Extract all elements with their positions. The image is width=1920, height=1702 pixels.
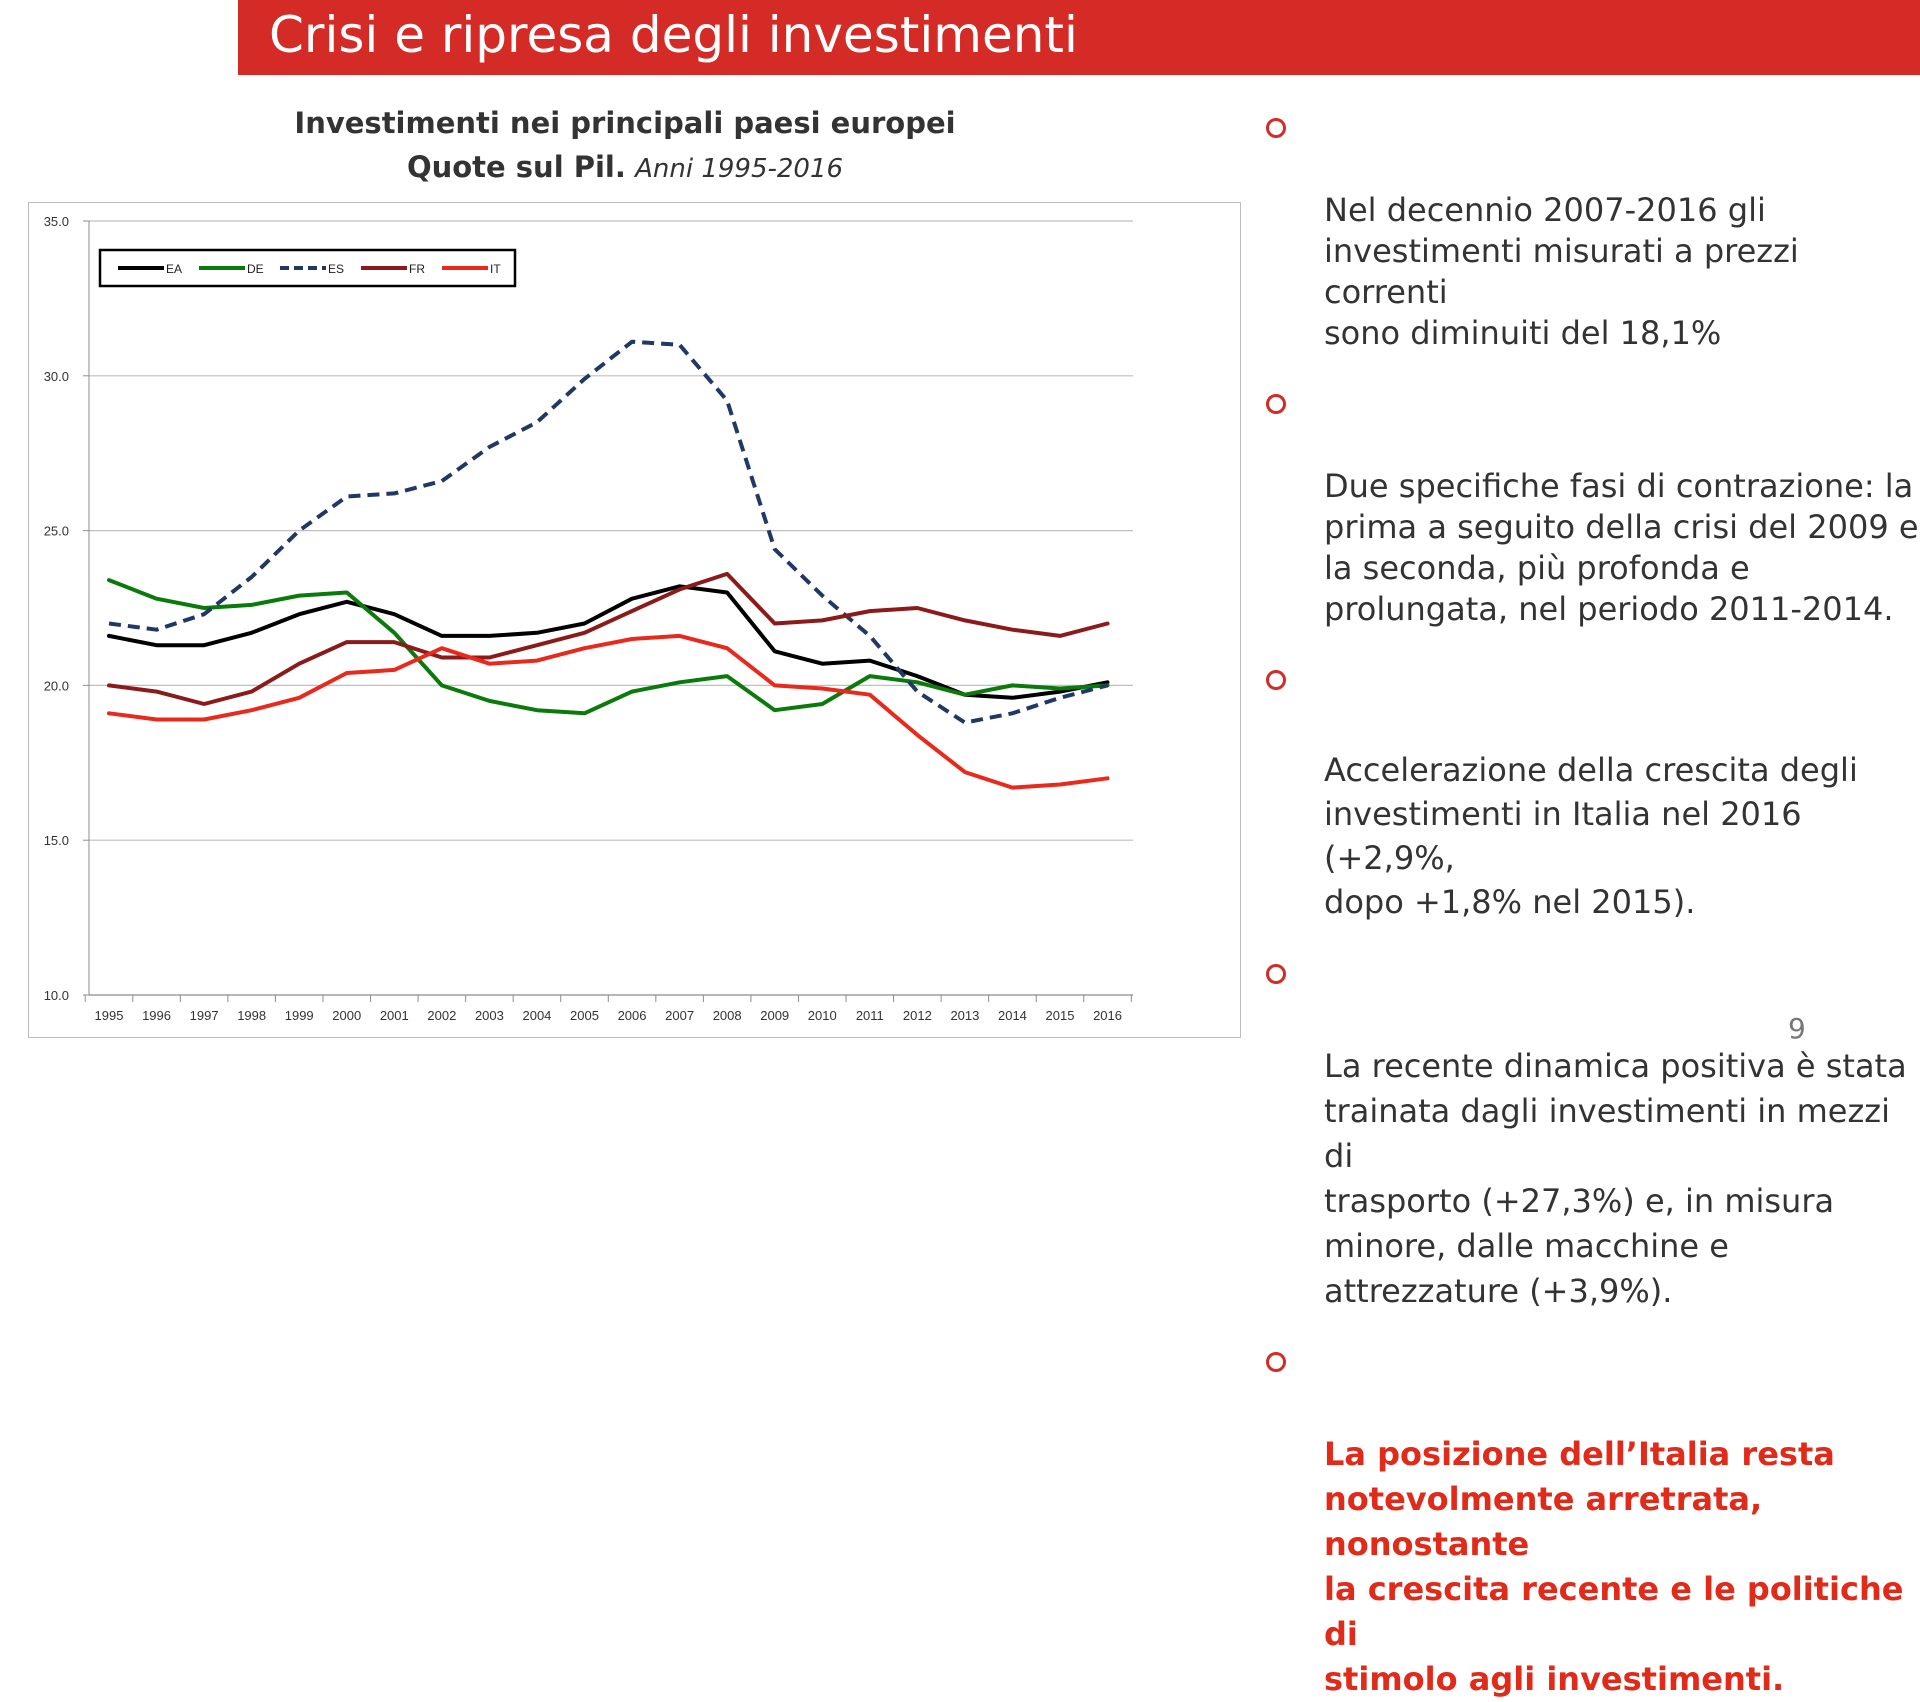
bullet-text: Accelerazione della crescita degli inves…: [1324, 751, 1858, 921]
bullet-item: La recente dinamica positiva è stata tra…: [1266, 954, 1920, 1314]
bullet-ring-icon: [1266, 964, 1286, 984]
bullet-item-highlight: La posizione dell’Italia resta notevolme…: [1266, 1342, 1920, 1702]
bullet-text: Due specifiche fasi di contrazione: la p…: [1324, 467, 1919, 628]
bullet-item: Nel decennio 2007-2016 gli investimenti …: [1266, 108, 1920, 354]
bullet-ring-icon: [1266, 118, 1286, 138]
chart-heading-line2: Quote sul Pil. Anni 1995-2016: [20, 150, 1230, 184]
chart-heading-bold: Quote sul Pil.: [406, 150, 626, 184]
bullet-text-highlight: La posizione dell’Italia resta notevolme…: [1324, 1435, 1904, 1698]
page-number: 9: [1788, 1012, 1806, 1045]
bullet-text: La recente dinamica positiva è stata tra…: [1324, 1047, 1907, 1310]
bullet-list: Nel decennio 2007-2016 gli investimenti …: [1266, 108, 1920, 1702]
chart-frame: [28, 202, 1241, 1038]
bullet-ring-icon: [1266, 670, 1286, 690]
bullet-ring-icon: [1266, 1352, 1286, 1372]
bullet-item: Due specifiche fasi di contrazione: la p…: [1266, 384, 1920, 630]
chart-heading-line1: Investimenti nei principali paesi europe…: [294, 106, 956, 140]
bullet-ring-icon: [1266, 394, 1286, 414]
chart-heading-italic: Anni 1995-2016: [635, 154, 844, 184]
bullet-item: Accelerazione della crescita degli inves…: [1266, 660, 1920, 924]
slide-title: Crisi e ripresa degli investimenti: [269, 6, 1078, 64]
bullet-text: Nel decennio 2007-2016 gli investimenti …: [1324, 191, 1799, 352]
title-bar: Crisi e ripresa degli investimenti: [238, 0, 1920, 75]
